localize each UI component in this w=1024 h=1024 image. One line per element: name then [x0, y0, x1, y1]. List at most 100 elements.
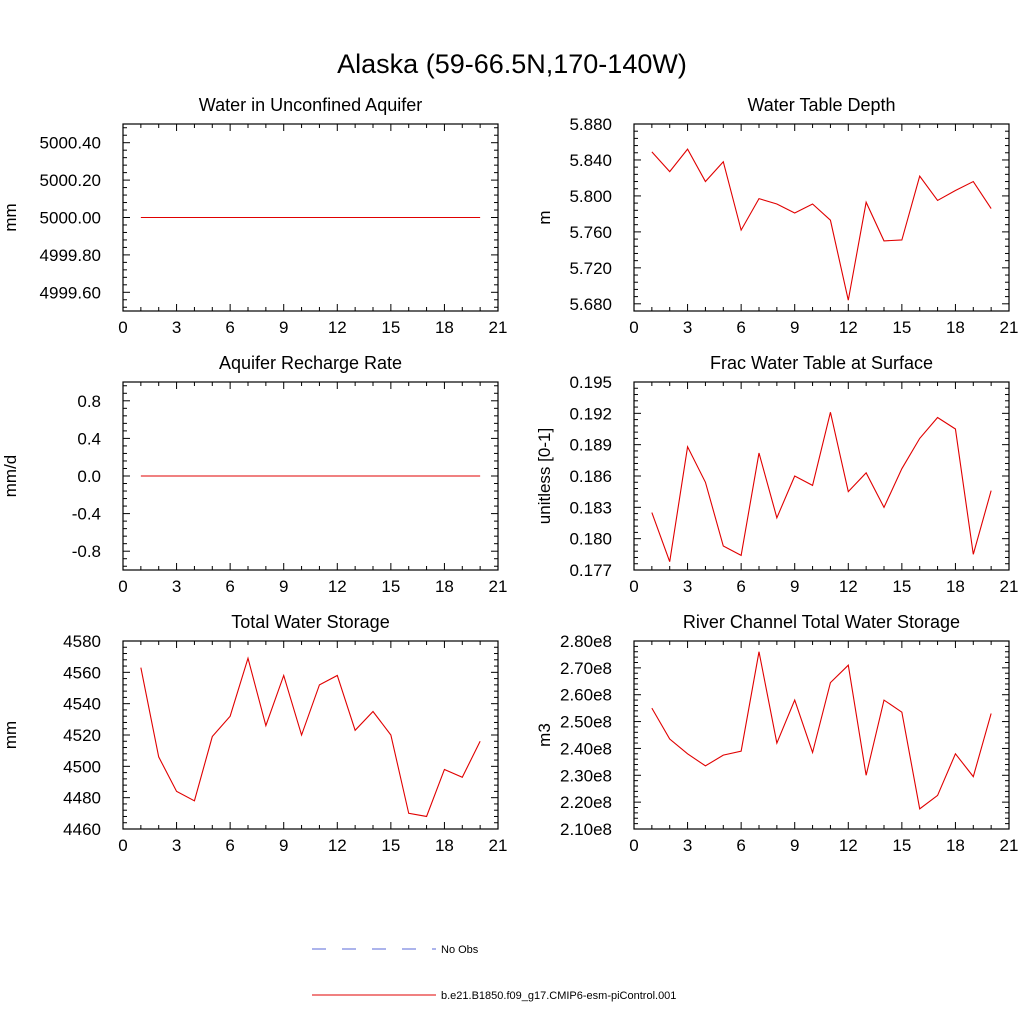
panel-4-y-tick-label: 0.183 [569, 498, 612, 517]
panel-5-y-tick-label: 4580 [63, 632, 101, 651]
panel-2: Water Table Depth 0 3 6 9 12 15 18 21 5.680 5.720 5… [535, 95, 1018, 337]
panel-6-x-tick-label: 6 [736, 836, 745, 855]
panel-5-x-tick-label: 0 [118, 836, 127, 855]
panel-3-x-tick-label: 12 [328, 577, 347, 596]
panel-2-x-tick-label: 18 [946, 318, 965, 337]
panel-5-y-tick-label: 4560 [63, 663, 101, 682]
panel-3-y-tick-label: 0.4 [77, 429, 101, 448]
legend: No Obs b.e21.B1850.f09_g17.CMIP6-esm-piC… [312, 944, 676, 1002]
panel-1-x-tick-label: 12 [328, 318, 347, 337]
panel-5-y-tick-label: 4460 [63, 820, 101, 839]
panel-1-y-tick-label: 5000.00 [40, 209, 101, 228]
panel-2-x-tick-label: 21 [1000, 318, 1019, 337]
panel-6-y-tick-label: 2.30e8 [560, 766, 612, 785]
panel-4-x-tick-label: 9 [790, 577, 799, 596]
panel-5-frame [122, 640, 499, 830]
panel-2-frame [633, 123, 1010, 312]
panel-1-y-tick-label: 4999.80 [40, 246, 101, 265]
panel-3-y-tick-label: -0.8 [72, 542, 101, 561]
panel-2-y-tick-label: 5.880 [569, 115, 612, 134]
panel-5-y-axis-label: mm [1, 721, 20, 749]
panel-1-y-axis-label: mm [1, 203, 20, 231]
panel-5-series-line-1 [140, 656, 481, 818]
panel-4-y-tick-label: 0.180 [569, 530, 612, 549]
panel-1-x-tick-label: 0 [118, 318, 127, 337]
panel-4-series-line-1 [651, 412, 992, 562]
panel-4: Frac Water Table at Surface 0 3 6 9 12 15 18 21 0… [535, 353, 1018, 596]
panel-6-title: River Channel Total Water Storage [683, 612, 960, 632]
panel-4-frame [633, 381, 1010, 571]
panel-4-x-tick-label: 12 [839, 577, 858, 596]
panel-5-x-tick-label: 15 [381, 836, 400, 855]
panel-6-y-tick-label: 2.80e8 [560, 632, 612, 651]
panel-4-x-tick-label: 0 [629, 577, 638, 596]
panel-2-title: Water Table Depth [747, 95, 895, 115]
panel-4-title: Frac Water Table at Surface [710, 353, 933, 373]
panel-3-x-tick-label: 0 [118, 577, 127, 596]
panel-1-y-tick-label: 4999.60 [40, 283, 101, 302]
panel-5-x-tick-label: 12 [328, 836, 347, 855]
panel-1-x-tick-label: 21 [489, 318, 508, 337]
panel-6-y-tick-label: 2.10e8 [560, 820, 612, 839]
panel-3-x-tick-label: 21 [489, 577, 508, 596]
panel-3-y-tick-label: -0.4 [72, 505, 101, 524]
panel-6-y-tick-label: 2.40e8 [560, 739, 612, 758]
panel-2-x-tick-label: 9 [790, 318, 799, 337]
panel-4-x-tick-label: 21 [1000, 577, 1019, 596]
panel-5: Total Water Storage 0 3 6 9 12 15 18 21 4460 4480 4… [1, 612, 507, 855]
panel-3-title: Aquifer Recharge Rate [219, 353, 402, 373]
panel-6-x-tick-label: 18 [946, 836, 965, 855]
panel-2-y-axis-label: m [535, 210, 554, 224]
panel-1: Water in Unconfined Aquifer 0 3 6 9 12 15 18 21 4… [1, 95, 507, 337]
panel-3-x-tick-label: 6 [225, 577, 234, 596]
panel-4-x-tick-label: 3 [683, 577, 692, 596]
panel-6-y-axis-label: m3 [535, 723, 554, 747]
panel-5-y-tick-label: 4520 [63, 726, 101, 745]
panel-2-x-tick-label: 12 [839, 318, 858, 337]
panel-6-x-tick-label: 3 [683, 836, 692, 855]
panel-6-series-line-1 [651, 651, 992, 810]
chart-panels: Water in Unconfined Aquifer 0 3 6 9 12 15 18 21 4… [1, 95, 1018, 855]
panel-4-y-tick-label: 0.177 [569, 561, 612, 580]
panel-4-x-tick-label: 6 [736, 577, 745, 596]
panel-6-y-tick-label: 2.70e8 [560, 659, 612, 678]
panel-2-x-tick-label: 0 [629, 318, 638, 337]
panel-3-x-tick-label: 9 [279, 577, 288, 596]
panel-6-y-tick-label: 2.20e8 [560, 793, 612, 812]
panel-2-y-tick-label: 5.760 [569, 223, 612, 242]
panel-5-y-tick-label: 4540 [63, 695, 101, 714]
panel-3-y-tick-label: 0.8 [77, 392, 101, 411]
panel-1-x-tick-label: 3 [172, 318, 181, 337]
panel-4-y-tick-label: 0.192 [569, 404, 612, 423]
panel-6-x-tick-label: 0 [629, 836, 638, 855]
panel-5-x-tick-label: 3 [172, 836, 181, 855]
panel-6-x-tick-label: 15 [892, 836, 911, 855]
panel-4-y-tick-label: 0.189 [569, 436, 612, 455]
panel-2-x-tick-label: 6 [736, 318, 745, 337]
panel-6-x-tick-label: 12 [839, 836, 858, 855]
panel-5-y-tick-label: 4480 [63, 789, 101, 808]
panel-6-frame [633, 640, 1010, 830]
panel-4-x-tick-label: 18 [946, 577, 965, 596]
panel-1-title: Water in Unconfined Aquifer [199, 95, 422, 115]
panel-3-x-tick-label: 18 [435, 577, 454, 596]
panel-5-x-tick-label: 18 [435, 836, 454, 855]
panel-3-y-tick-label: 0.0 [77, 467, 101, 486]
panel-4-x-tick-label: 15 [892, 577, 911, 596]
panel-5-y-tick-label: 4500 [63, 757, 101, 776]
panel-6-y-tick-label: 2.50e8 [560, 713, 612, 732]
legend-label-no-obs: No Obs [441, 944, 479, 956]
panel-5-title: Total Water Storage [231, 612, 389, 632]
panel-2-x-tick-label: 3 [683, 318, 692, 337]
panel-4-y-tick-label: 0.186 [569, 467, 612, 486]
panel-2-series-line-1 [651, 148, 992, 301]
panel-3: Aquifer Recharge Rate 0 3 6 9 12 15 18 21 -0.8 -0.… [1, 353, 507, 596]
panel-3-x-tick-label: 3 [172, 577, 181, 596]
page-title: Alaska (59-66.5N,170-140W) [337, 49, 687, 79]
panel-6-x-tick-label: 9 [790, 836, 799, 855]
panel-2-y-tick-label: 5.720 [569, 259, 612, 278]
panel-5-x-tick-label: 21 [489, 836, 508, 855]
panel-1-x-tick-label: 15 [381, 318, 400, 337]
panel-2-y-tick-label: 5.800 [569, 187, 612, 206]
